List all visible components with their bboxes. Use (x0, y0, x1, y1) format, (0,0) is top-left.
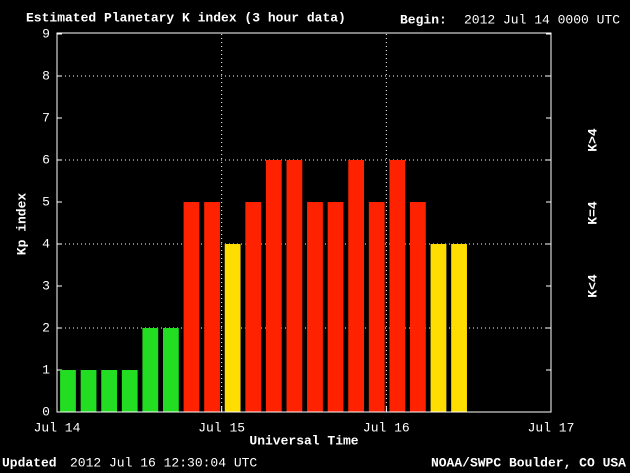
y-tick-label: 1 (42, 362, 50, 377)
legend-label: K=4 (585, 201, 600, 225)
y-tick-label: 8 (42, 68, 50, 83)
x-tick-label: Jul 14 (34, 420, 81, 435)
begin-date: 2012 Jul 14 0000 UTC (464, 12, 620, 27)
bar (245, 202, 262, 412)
bar (410, 202, 426, 412)
y-tick-label: 9 (42, 26, 50, 41)
y-tick-label: 3 (42, 278, 50, 293)
bar (327, 202, 344, 412)
bar (348, 160, 365, 412)
x-axis-label: Universal Time (249, 433, 358, 448)
chart-title: Estimated Planetary K index (3 hour data… (26, 10, 346, 25)
y-tick-label: 7 (42, 110, 50, 125)
bar (430, 244, 447, 412)
x-tick-label: Jul 15 (198, 420, 245, 435)
bar (121, 370, 138, 412)
y-tick-label: 4 (42, 236, 50, 251)
plot-frame (56, 32, 552, 413)
x-tick-label: Jul 16 (363, 420, 410, 435)
x-tick-label: Jul 17 (528, 420, 575, 435)
legend-label: K<4 (585, 274, 600, 298)
updated-date: 2012 Jul 16 12:30:04 UTC (70, 455, 257, 470)
y-tick-label: 6 (42, 152, 50, 167)
bar (389, 160, 406, 412)
begin-label: Begin: (400, 12, 447, 27)
y-axis-label: Kp index (14, 193, 29, 256)
bar (307, 202, 323, 412)
bar (183, 202, 200, 412)
credit: NOAA/SWPC Boulder, CO USA (431, 455, 626, 470)
updated-label: Updated (2, 455, 57, 470)
y-tick-label: 2 (42, 320, 50, 335)
bar (80, 370, 97, 412)
bar (368, 202, 385, 412)
legend-label: K>4 (585, 128, 600, 152)
bar (204, 202, 220, 412)
bar (265, 160, 282, 412)
bar (142, 328, 159, 412)
bar (101, 370, 118, 412)
y-tick-label: 5 (42, 194, 50, 209)
bar (224, 244, 241, 412)
bar (60, 370, 76, 412)
bar (451, 244, 467, 412)
y-tick-label: 0 (42, 404, 50, 419)
bar (163, 328, 179, 412)
bar (286, 160, 303, 412)
